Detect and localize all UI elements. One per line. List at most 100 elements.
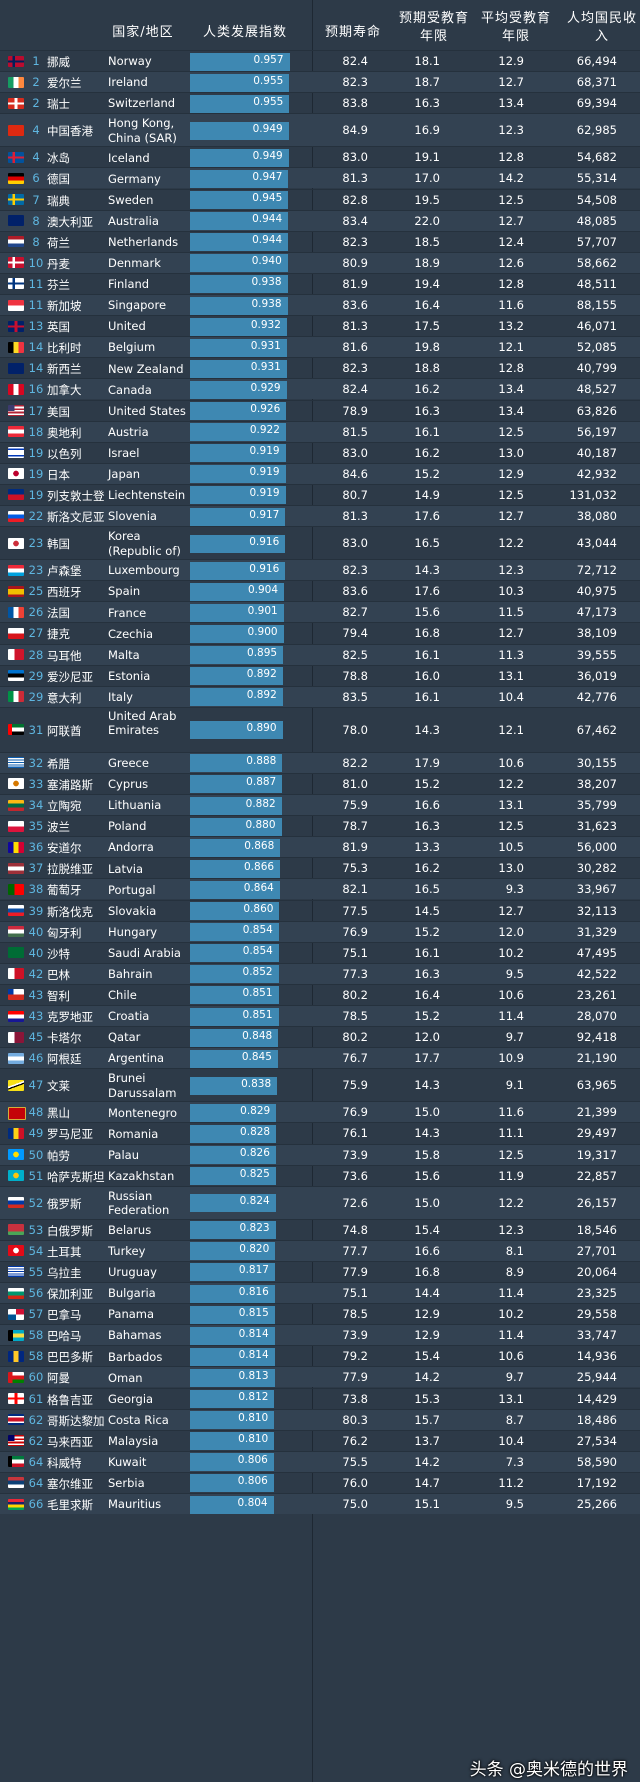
mean-years-cell: 12.5	[498, 487, 524, 502]
country-flag-icon	[8, 1329, 24, 1341]
mean-years-cell: 12.7	[498, 903, 524, 918]
country-name-cn: 瑞典	[47, 193, 70, 208]
hdi-value: 0.916	[249, 562, 280, 575]
table-row: 55 乌拉圭 Uruguay 0.817 77.9 16.8 8.9 20,064	[0, 1260, 640, 1282]
hdi-value: 0.882	[245, 797, 276, 810]
country-flag-icon	[8, 1308, 24, 1320]
hdi-value: 0.812	[238, 1391, 269, 1404]
hdi-value: 0.938	[251, 276, 282, 289]
country-name-en: Qatar	[108, 1030, 141, 1045]
life-expectancy-cell: 79.2	[342, 1349, 368, 1364]
mean-years-cell: 12.8	[498, 361, 524, 376]
rank-cell: 48	[28, 1105, 44, 1120]
expected-years-cell: 15.2	[414, 1009, 440, 1024]
country-flag-icon	[8, 537, 24, 549]
life-expectancy-cell: 82.4	[342, 54, 368, 69]
life-expectancy-cell: 81.6	[342, 340, 368, 355]
hdi-value: 0.806	[237, 1475, 268, 1488]
mean-years-cell: 10.6	[498, 1349, 524, 1364]
mean-years-cell: 9.7	[505, 1030, 524, 1045]
table-row: 28 马耳他 Malta 0.895 82.5 16.1 11.3 39,555	[0, 643, 640, 665]
table-row: 58 巴巴多斯 Barbados 0.814 79.2 15.4 10.6 14,936	[0, 1345, 640, 1366]
hdi-bar-track: 0.824	[190, 1194, 294, 1213]
expected-years-cell: 14.3	[414, 1126, 440, 1141]
mean-years-cell: 12.7	[498, 213, 524, 228]
country-flag-icon	[8, 1170, 24, 1182]
hdi-bar-track: 0.932	[190, 317, 294, 336]
hdi-value: 0.815	[238, 1306, 269, 1319]
hdi-bar-track: 0.806	[190, 1474, 294, 1493]
country-flag-icon	[8, 299, 24, 311]
table-row: 58 巴哈马 Bahamas 0.814 73.9 12.9 11.4 33,747	[0, 1324, 640, 1346]
country-name-cn: 文莱	[47, 1079, 70, 1094]
country-flag-icon	[8, 405, 24, 417]
country-flag-icon	[8, 649, 24, 661]
hdi-bar: 0.957	[190, 52, 290, 71]
country-name-en: Austria	[108, 424, 149, 439]
hdi-value: 0.851	[242, 1008, 273, 1021]
hdi-bar-track: 0.940	[190, 254, 294, 273]
country-name-en: Montenegro	[108, 1105, 178, 1120]
hdi-bar: 0.820	[190, 1242, 276, 1261]
hdi-bar: 0.929	[190, 380, 287, 399]
expected-years-cell: 17.7	[414, 1051, 440, 1066]
expected-years-cell: 15.2	[414, 776, 440, 791]
expected-years-cell: 18.7	[414, 75, 440, 90]
hdi-value: 0.823	[239, 1222, 270, 1235]
mean-years-cell: 13.0	[498, 445, 524, 460]
rank-cell: 28	[28, 647, 44, 662]
hdi-bar-track: 0.895	[190, 646, 294, 665]
life-expectancy-cell: 76.1	[342, 1126, 368, 1141]
life-expectancy-cell: 82.5	[342, 647, 368, 662]
country-name-cn: 塞尔维亚	[47, 1476, 93, 1491]
country-flag-icon	[8, 1371, 24, 1383]
mean-years-cell: 10.9	[498, 1051, 524, 1066]
country-flag-icon	[8, 426, 24, 438]
mean-years-cell: 9.5	[505, 966, 524, 981]
country-name-en: Italy	[108, 689, 133, 704]
hdi-bar: 0.945	[190, 191, 289, 210]
country-name-cn: 澳大利亚	[47, 214, 93, 229]
hdi-value: 0.810	[238, 1433, 269, 1446]
rank-cell: 60	[28, 1370, 44, 1385]
mean-years-cell: 12.5	[498, 424, 524, 439]
gni-cell: 47,495	[576, 945, 617, 960]
country-name-cn: 拉脱维亚	[47, 862, 93, 877]
country-flag-icon	[8, 278, 24, 290]
rank-cell: 56	[28, 1286, 44, 1301]
country-name-cn: 韩国	[47, 537, 70, 552]
life-expectancy-cell: 81.9	[342, 840, 368, 855]
expected-years-cell: 14.3	[414, 563, 440, 578]
country-flag-icon	[8, 1498, 24, 1510]
country-flag-icon	[8, 1106, 26, 1120]
rank-cell: 45	[28, 1030, 44, 1045]
hdi-bar: 0.816	[190, 1284, 275, 1303]
country-name-cn: 芬兰	[47, 277, 70, 292]
hdi-value: 0.955	[253, 95, 284, 108]
expected-years-cell: 16.9	[414, 123, 440, 138]
hdi-bar-track: 0.904	[190, 582, 294, 601]
hdi-value: 0.838	[241, 1077, 272, 1090]
country-name-en: Georgia	[108, 1391, 154, 1406]
gni-cell: 54,682	[576, 150, 617, 165]
hdi-bar: 0.826	[190, 1146, 276, 1165]
country-flag-icon	[8, 691, 24, 703]
rank-cell: 38	[28, 882, 44, 897]
hdi-bar: 0.887	[190, 775, 283, 794]
country-name-en: Portugal	[108, 882, 156, 897]
expected-years-cell: 17.0	[414, 171, 440, 186]
country-flag-icon	[8, 320, 24, 332]
country-name-cn: 爱沙尼亚	[47, 669, 93, 684]
country-name-cn: 俄罗斯	[47, 1196, 82, 1211]
table-row: 1 挪威 Norway 0.957 82.4 18.1 12.9 66,494	[0, 50, 640, 71]
hdi-bar: 0.866	[190, 859, 281, 878]
rank-cell: 16	[28, 382, 44, 397]
country-name-cn: 黑山	[47, 1106, 70, 1121]
hdi-value: 0.806	[237, 1454, 268, 1467]
country-name-cn: 格鲁吉亚	[47, 1392, 93, 1407]
table-row: 40 匈牙利 Hungary 0.854 76.9 15.2 12.0 31,329	[0, 920, 640, 942]
life-expectancy-cell: 83.0	[342, 150, 368, 165]
mean-years-cell: 13.4	[498, 96, 524, 111]
life-expectancy-cell: 76.0	[342, 1475, 368, 1490]
life-expectancy-cell: 81.9	[342, 276, 368, 291]
